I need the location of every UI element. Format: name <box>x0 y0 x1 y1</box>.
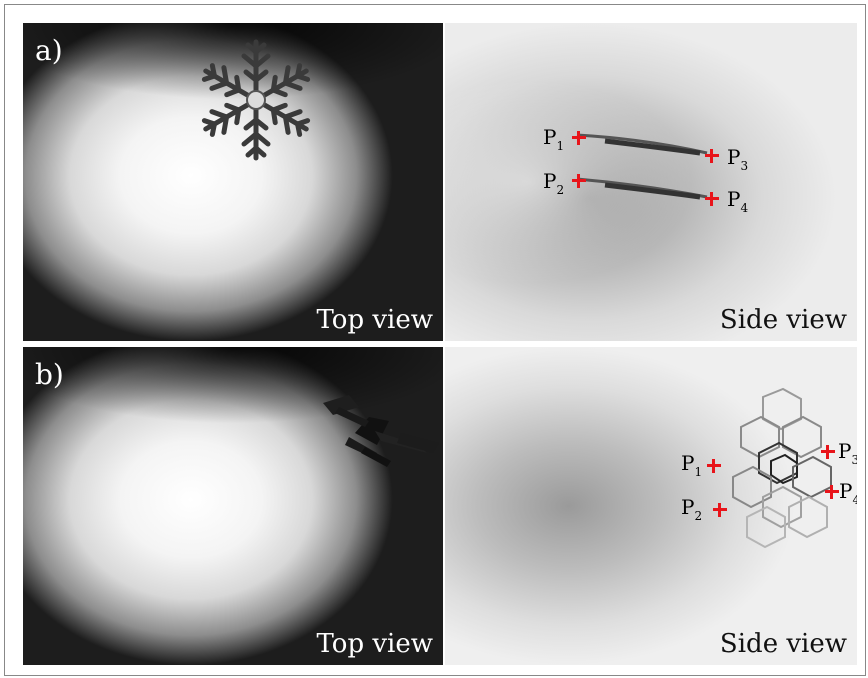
panel-b-label: b) <box>35 358 64 391</box>
top-view-label: Top view <box>316 305 433 335</box>
marker-p1-b <box>707 459 721 473</box>
point-label-p4-b: P4 <box>839 479 857 507</box>
point-label-p2-b: P2 <box>681 495 703 523</box>
panel-a-top-view: a) Top view <box>23 23 443 341</box>
marker-p2-b <box>713 503 727 517</box>
point-label-p1: P1 <box>543 125 565 153</box>
side-view-label-b: Side view <box>719 629 847 659</box>
point-label-p1-b: P1 <box>681 451 703 479</box>
marker-p4 <box>705 192 719 206</box>
point-label-p3: P3 <box>727 145 749 173</box>
marker-p1 <box>572 131 586 145</box>
marker-p4-b <box>825 485 839 499</box>
figure-frame: a) Top view <box>4 4 866 676</box>
panel-a-side-view: P1 P2 P3 P4 Side view <box>445 23 857 341</box>
point-label-p4: P4 <box>727 187 749 215</box>
marker-p2 <box>572 174 586 188</box>
top-view-label-b: Top view <box>316 629 433 659</box>
side-view-label: Side view <box>719 305 847 335</box>
point-label-p2: P2 <box>543 169 565 197</box>
crystal-side-image <box>732 387 832 549</box>
snowflake-image <box>191 39 321 165</box>
panel-a-label: a) <box>35 34 63 67</box>
panel-b-top-view: b) Top view <box>23 347 443 665</box>
marker-p3-b <box>821 445 835 459</box>
marker-p3 <box>705 149 719 163</box>
snowflake-side-streaks <box>576 133 708 200</box>
point-label-p3-b: P3 <box>838 439 857 467</box>
column-crystal-image <box>323 395 439 467</box>
panel-b-side-view: P1 P2 P3 P4 Side view <box>445 347 857 665</box>
